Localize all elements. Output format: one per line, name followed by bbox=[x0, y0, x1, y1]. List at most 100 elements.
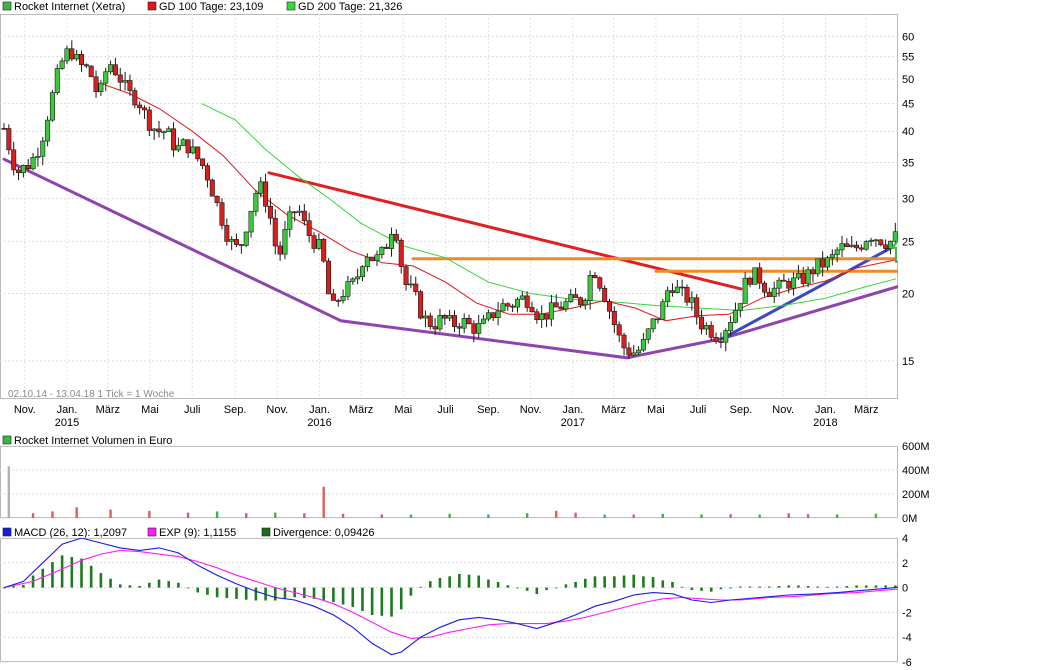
divergence-bar bbox=[89, 565, 93, 588]
divergence-bar bbox=[390, 587, 393, 617]
candle bbox=[728, 315, 734, 337]
candle-body bbox=[141, 107, 147, 111]
candle-body bbox=[20, 165, 26, 174]
candle bbox=[834, 247, 840, 263]
divergence-bar bbox=[1030, 587, 1033, 588]
candle-body bbox=[258, 181, 264, 194]
macd-y-tick: 0 bbox=[902, 583, 908, 595]
candle-body bbox=[59, 60, 65, 69]
candle bbox=[752, 267, 758, 285]
candle bbox=[592, 272, 598, 279]
divergence-bar bbox=[477, 575, 481, 588]
candle bbox=[742, 272, 748, 304]
volume-bar bbox=[632, 514, 635, 518]
candle bbox=[645, 327, 651, 344]
candle-body bbox=[563, 301, 569, 310]
volume-bar bbox=[874, 513, 878, 518]
candle-body bbox=[277, 245, 283, 255]
exp-line bbox=[3, 549, 898, 639]
volume-bar bbox=[322, 486, 325, 518]
divergence-bar bbox=[516, 587, 519, 589]
volume-y-tick: 400M bbox=[902, 465, 930, 477]
divergence-bar bbox=[603, 576, 606, 588]
candle bbox=[30, 152, 36, 171]
candle bbox=[311, 232, 317, 253]
candle bbox=[461, 313, 467, 334]
candle bbox=[757, 262, 763, 289]
divergence-bar bbox=[341, 587, 345, 605]
candle bbox=[873, 238, 879, 247]
candle-body bbox=[219, 202, 225, 226]
candle bbox=[481, 314, 487, 325]
candle-body bbox=[335, 300, 341, 302]
price-x-tick: März bbox=[349, 404, 373, 416]
candle bbox=[766, 287, 772, 297]
price-x-tick: Nov. bbox=[772, 404, 794, 416]
candle bbox=[79, 50, 85, 72]
candle-body bbox=[873, 239, 879, 242]
divergence-bar bbox=[157, 579, 161, 588]
legend-swatch-stock bbox=[2, 1, 12, 11]
candle-body bbox=[514, 298, 520, 308]
candle bbox=[132, 87, 138, 109]
volume-y-axis: 0M 200M 400M 600M bbox=[902, 441, 930, 525]
candle-body bbox=[112, 64, 118, 76]
candle-body bbox=[679, 286, 685, 289]
candle-body bbox=[713, 337, 719, 342]
candle bbox=[820, 251, 826, 277]
candle-body bbox=[791, 277, 797, 289]
candle-body bbox=[650, 318, 656, 330]
candle-body bbox=[88, 65, 94, 78]
divergence-bar bbox=[671, 581, 674, 588]
candle bbox=[185, 139, 191, 159]
candle bbox=[786, 278, 792, 294]
candle-body bbox=[127, 80, 133, 91]
candle bbox=[45, 116, 51, 147]
candle bbox=[379, 246, 385, 259]
candle bbox=[597, 276, 603, 292]
candle-body bbox=[243, 231, 249, 246]
candle-body bbox=[175, 145, 181, 151]
trendline bbox=[267, 171, 743, 291]
candle-body bbox=[776, 279, 782, 289]
candle bbox=[800, 267, 806, 287]
macd-y-tick: -4 bbox=[902, 632, 912, 644]
candle bbox=[20, 164, 26, 178]
candle bbox=[384, 243, 390, 249]
price-x-tick: März bbox=[854, 404, 878, 416]
candle bbox=[563, 298, 569, 312]
price-panel: Rocket Internet (Xetra) GD 100 Tage: 23,… bbox=[0, 1, 914, 429]
candle bbox=[795, 265, 801, 281]
candle bbox=[810, 266, 816, 283]
divergence-bar bbox=[554, 587, 558, 589]
candle bbox=[117, 67, 123, 91]
volume-bar bbox=[409, 514, 413, 518]
price-x-tick: Jan. bbox=[57, 404, 78, 416]
candle-body bbox=[592, 275, 598, 278]
candle-body bbox=[1, 128, 7, 130]
candle-body bbox=[582, 300, 588, 306]
candle-body bbox=[156, 128, 162, 133]
candle bbox=[103, 67, 109, 92]
candle-body bbox=[829, 254, 835, 259]
candle-body bbox=[54, 68, 60, 93]
candle-body bbox=[684, 286, 690, 303]
divergence-legend: Divergence: 0,09426 bbox=[273, 527, 375, 539]
macd-legend-swatch bbox=[2, 527, 12, 537]
candle bbox=[418, 289, 424, 320]
candle-body bbox=[703, 325, 709, 330]
candle bbox=[137, 101, 143, 115]
candle-body bbox=[621, 334, 627, 349]
candle-body bbox=[820, 258, 826, 268]
candle bbox=[398, 238, 404, 274]
candle bbox=[180, 138, 186, 146]
price-x-tick: Nov. bbox=[520, 404, 542, 416]
candle-body bbox=[883, 244, 889, 249]
volume-bar bbox=[603, 514, 606, 518]
candle-body bbox=[229, 239, 235, 242]
candle-body bbox=[74, 53, 80, 60]
candle bbox=[844, 238, 850, 248]
candle bbox=[805, 266, 811, 288]
divergence-bar bbox=[855, 585, 858, 588]
candle-body bbox=[626, 347, 632, 356]
